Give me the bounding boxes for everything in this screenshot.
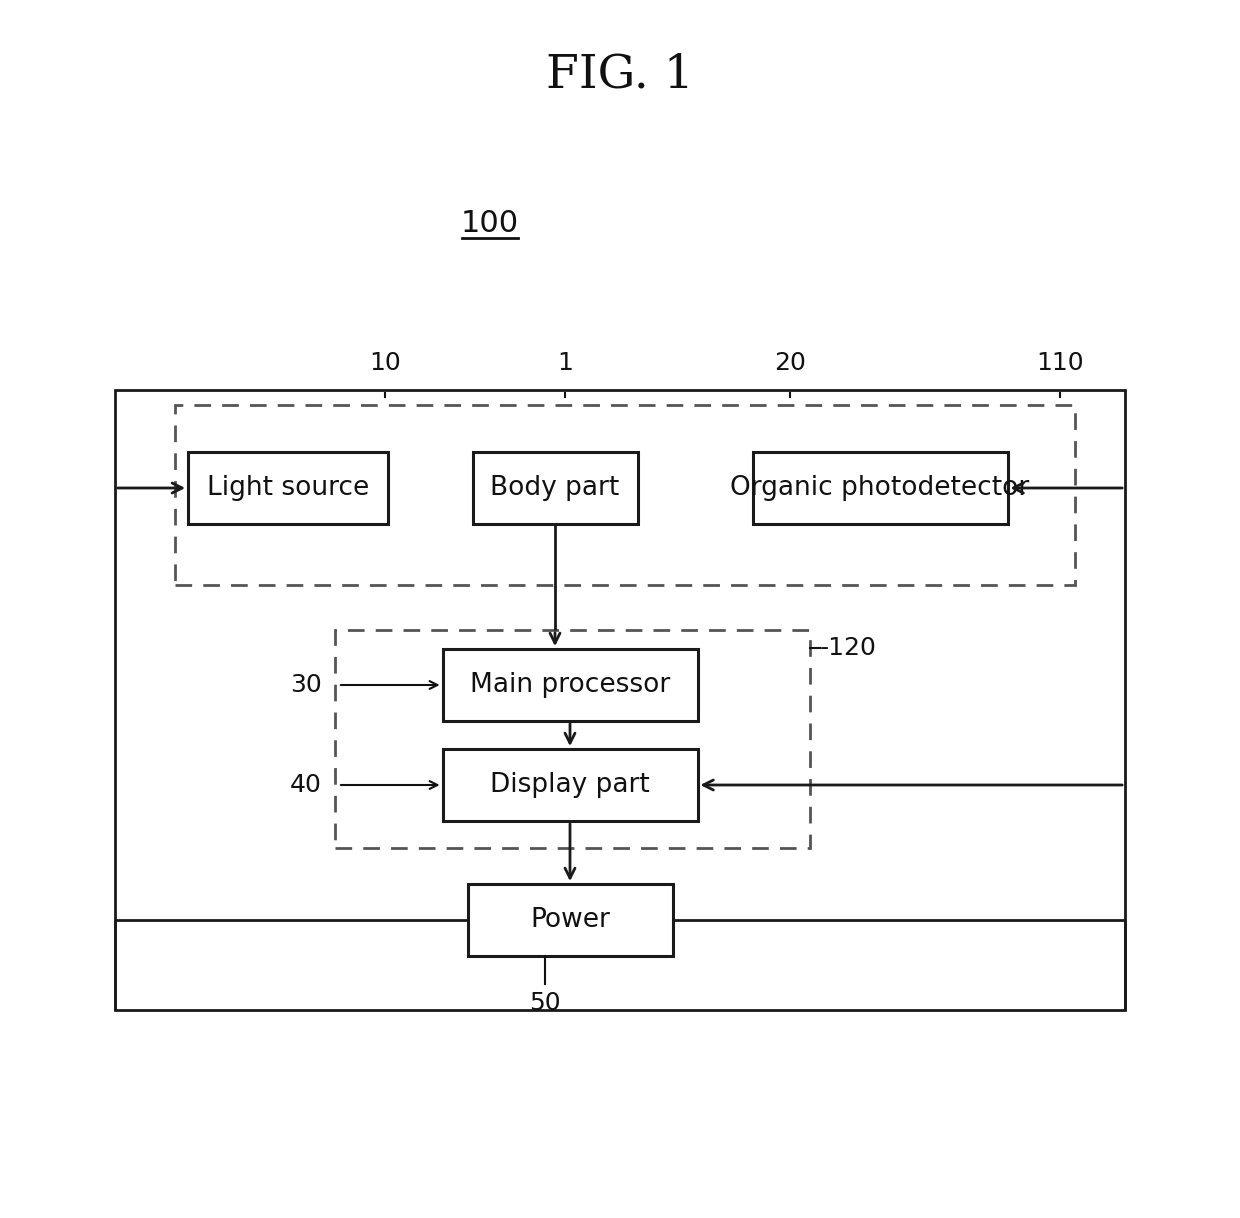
- Text: 50: 50: [529, 991, 560, 1015]
- Text: Organic photodetector: Organic photodetector: [730, 475, 1029, 501]
- Text: Body part: Body part: [490, 475, 620, 501]
- Text: 1: 1: [557, 351, 573, 375]
- Text: 40: 40: [290, 773, 322, 797]
- Text: Display part: Display part: [490, 772, 650, 798]
- FancyBboxPatch shape: [472, 452, 637, 524]
- Text: 10: 10: [370, 351, 401, 375]
- Text: 20: 20: [774, 351, 806, 375]
- Text: 100: 100: [461, 209, 520, 238]
- Text: 110: 110: [1037, 351, 1084, 375]
- Text: Power: Power: [529, 907, 610, 933]
- FancyBboxPatch shape: [467, 884, 672, 956]
- Text: -120: -120: [820, 636, 877, 660]
- Text: FIG. 1: FIG. 1: [546, 52, 694, 97]
- FancyBboxPatch shape: [753, 452, 1007, 524]
- Text: Light source: Light source: [207, 475, 370, 501]
- FancyBboxPatch shape: [188, 452, 388, 524]
- Text: Main processor: Main processor: [470, 672, 670, 698]
- FancyBboxPatch shape: [443, 749, 697, 821]
- FancyBboxPatch shape: [443, 649, 697, 721]
- Text: 30: 30: [290, 674, 322, 697]
